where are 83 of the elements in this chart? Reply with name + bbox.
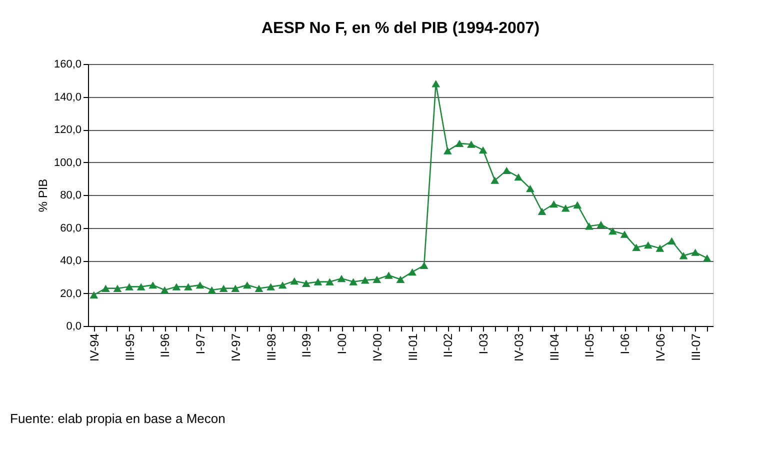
y-tick-label: 60,0 (60, 222, 82, 234)
point (432, 80, 440, 88)
point (420, 262, 428, 270)
point (266, 283, 275, 290)
point (514, 173, 523, 181)
point (113, 284, 122, 292)
point (243, 281, 252, 289)
y-tick-label: 0,0 (66, 320, 82, 332)
point (526, 184, 534, 192)
y-tick-label: 120,0 (54, 124, 82, 136)
point (620, 230, 629, 238)
point (254, 284, 264, 292)
x-tick-label: IV-06 (653, 333, 668, 362)
x-tick-label: IV-97 (228, 333, 243, 362)
point (478, 146, 488, 154)
x-tick-label: I-03 (476, 333, 491, 354)
x-tick-label: II-96 (158, 333, 172, 358)
point (160, 286, 169, 294)
point (408, 268, 416, 276)
chart-title: AESP No F, en % del PIB (1994-2007) (261, 20, 540, 37)
point (148, 281, 158, 289)
y-tick-label: 160,0 (54, 58, 82, 70)
point (596, 220, 606, 228)
point (467, 140, 476, 148)
y-tick-label: 40,0 (60, 255, 82, 267)
point (90, 291, 98, 299)
x-tick-label: III-01 (406, 333, 420, 361)
source-note: Fuente: elab propia en base a Mecon (10, 411, 226, 426)
point (573, 201, 582, 208)
point (290, 277, 299, 285)
point (125, 283, 134, 290)
point (136, 283, 146, 290)
point (302, 280, 310, 288)
x-tick-label: III-07 (688, 333, 703, 361)
point (278, 281, 287, 289)
x-tick-label: II-05 (582, 333, 597, 358)
x-tick-label: IV-94 (87, 333, 102, 362)
x-tick-label: III-98 (264, 333, 278, 361)
point (208, 286, 216, 294)
point (691, 248, 700, 256)
point (679, 252, 688, 260)
point (396, 276, 405, 283)
x-tick-label: I-06 (618, 333, 632, 354)
point (644, 241, 652, 249)
x-tick-label: I-00 (335, 333, 350, 354)
y-axis-title: % PIB (36, 178, 50, 212)
y-tick-label: 100,0 (54, 156, 82, 169)
point (184, 283, 192, 290)
point (349, 278, 358, 286)
x-tick-label: IV-03 (512, 333, 526, 362)
point (668, 237, 676, 244)
point (337, 274, 346, 282)
point (102, 284, 110, 292)
point (443, 147, 452, 154)
x-tick-label: II-02 (441, 333, 456, 358)
point (702, 254, 712, 262)
x-tick-label: III-95 (122, 333, 137, 361)
y-tick-label: 80,0 (60, 190, 82, 202)
point (231, 284, 240, 292)
y-tick-label: 140,0 (54, 91, 82, 104)
point (584, 222, 594, 230)
point (608, 227, 617, 235)
point (372, 276, 382, 283)
point (172, 283, 181, 290)
x-tick-label: II-99 (300, 333, 314, 358)
point (550, 200, 558, 208)
point (632, 244, 641, 252)
x-tick-label: III-04 (547, 333, 562, 361)
point (502, 166, 511, 174)
point (360, 276, 370, 284)
point (219, 284, 228, 292)
point (384, 272, 393, 279)
point (490, 176, 500, 184)
point (656, 244, 664, 252)
point (196, 281, 204, 289)
point (455, 140, 464, 148)
x-tick-label: IV-00 (370, 333, 384, 362)
point (326, 278, 334, 286)
x-tick-label: I-97 (194, 333, 208, 354)
point (314, 278, 322, 286)
point (561, 204, 570, 212)
point (538, 208, 546, 215)
y-tick-label: 20,0 (60, 288, 82, 300)
